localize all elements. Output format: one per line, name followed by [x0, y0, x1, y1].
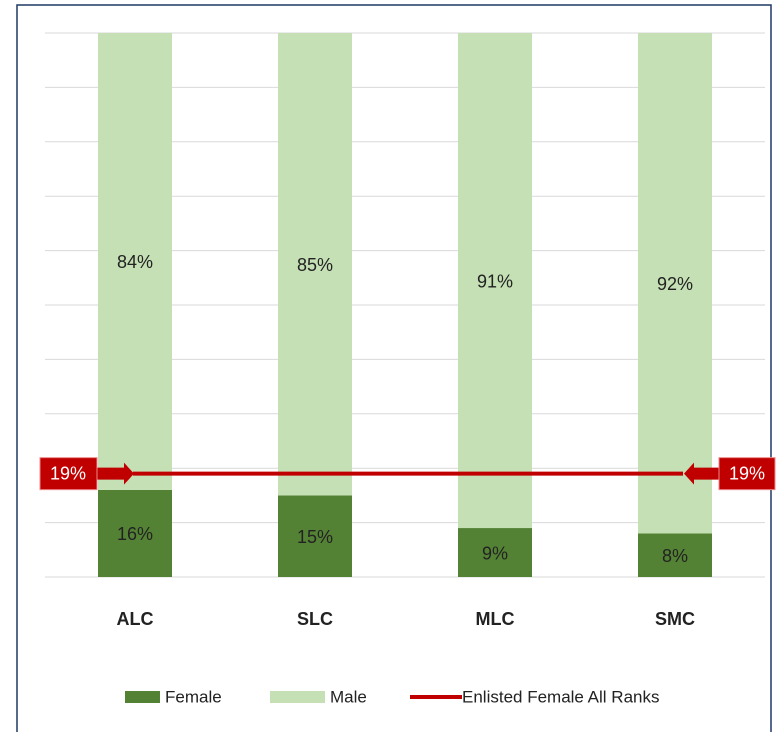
- bars: 16% 84% ALC 15% 85% SLC 9% 91% MLC 8% 92% SMC: [98, 33, 712, 629]
- bar-segment: [638, 33, 712, 534]
- x-tick-label: ALC: [117, 609, 154, 629]
- bar-segment: [278, 33, 352, 496]
- bar-segment: [458, 33, 532, 529]
- data-label: 84%: [117, 252, 153, 272]
- data-label: 16%: [117, 524, 153, 544]
- callout-arrow: [684, 462, 720, 485]
- legend-label: Male: [330, 687, 367, 706]
- x-tick-label: MLC: [476, 609, 515, 629]
- bar-segment: [278, 495, 352, 577]
- x-tick-label: SMC: [655, 609, 695, 629]
- legend-swatch: [125, 691, 160, 703]
- legend-swatch: [270, 691, 325, 703]
- data-label: 92%: [657, 274, 693, 294]
- callout-box: [39, 457, 98, 491]
- reference-label: 19%: [729, 463, 765, 483]
- reference-label: 19%: [50, 463, 86, 483]
- bar-segment: [98, 489, 172, 577]
- bar-segment: [458, 528, 532, 577]
- data-label: 9%: [482, 543, 508, 563]
- data-label: 85%: [297, 255, 333, 275]
- callout-box: [718, 457, 776, 491]
- bar-segment: [98, 33, 172, 490]
- legend: Female Male Enlisted Female All Ranks: [125, 687, 659, 706]
- legend-label: Enlisted Female All Ranks: [462, 687, 659, 706]
- data-label: 91%: [477, 271, 513, 291]
- x-tick-label: SLC: [297, 609, 333, 629]
- data-label: 15%: [297, 527, 333, 547]
- data-label: 8%: [662, 546, 688, 566]
- callout-arrow: [97, 462, 134, 485]
- reference: 19% 19%: [39, 457, 776, 491]
- legend-label: Female: [165, 687, 222, 706]
- bar-segment: [638, 533, 712, 577]
